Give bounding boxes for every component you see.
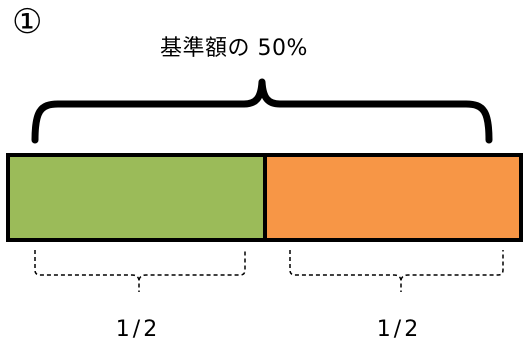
segment-right — [263, 153, 523, 242]
number-mark: ① — [12, 2, 43, 42]
right-half-brace — [289, 250, 504, 292]
segment-left — [6, 153, 267, 242]
total-brace — [31, 78, 493, 144]
right-half-label: 1/2 — [376, 317, 422, 342]
total-label: 基準額の 50% — [160, 36, 308, 61]
left-half-label: 1/2 — [115, 317, 161, 342]
left-half-brace — [34, 250, 246, 292]
